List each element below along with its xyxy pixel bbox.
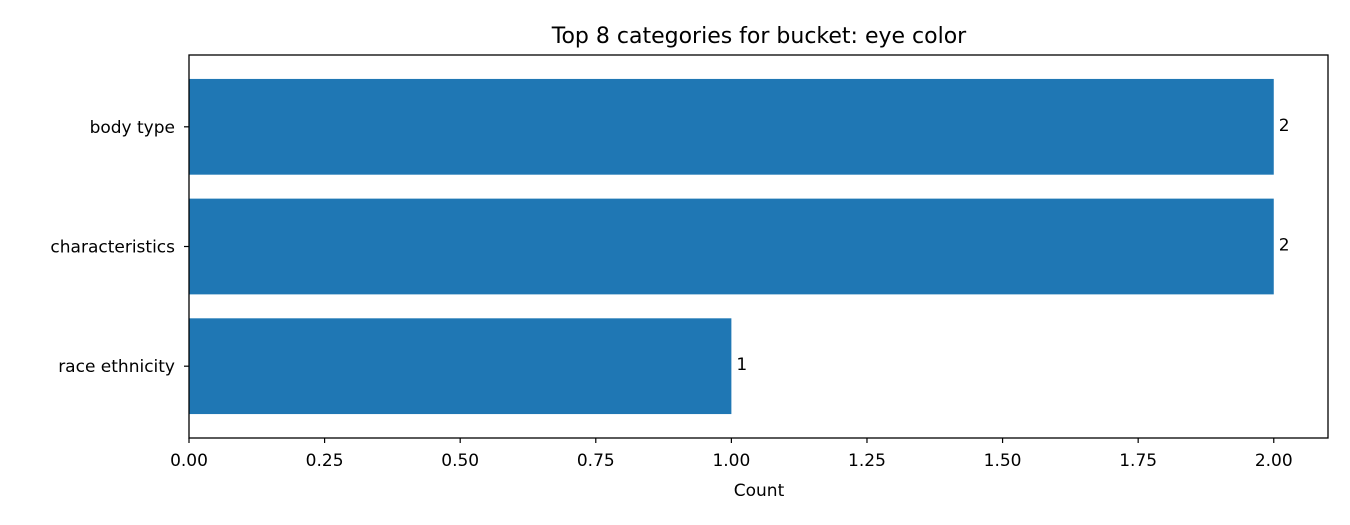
bar-body-type bbox=[189, 78, 1274, 175]
y-tick-label: race ethnicity bbox=[58, 357, 175, 377]
data-labels: 2 2 1 bbox=[736, 116, 1289, 375]
x-tick-label: 0.50 bbox=[441, 451, 479, 471]
bar-characteristics bbox=[189, 198, 1274, 295]
x-tick-label: 1.25 bbox=[848, 451, 886, 471]
data-label: 2 bbox=[1279, 236, 1290, 256]
x-tick-label: 1.00 bbox=[712, 451, 750, 471]
y-axis: body type characteristics race ethnicity bbox=[50, 118, 189, 377]
data-label: 2 bbox=[1279, 116, 1290, 136]
y-tick-label: characteristics bbox=[50, 238, 175, 258]
bar-race-ethnicity bbox=[189, 318, 732, 415]
data-label: 1 bbox=[736, 355, 747, 375]
x-axis-label: Count bbox=[734, 481, 785, 501]
chart-title: Top 8 categories for bucket: eye color bbox=[551, 24, 967, 49]
x-axis: 0.00 0.25 0.50 0.75 1.00 1.25 1.50 1.75 2.00 bbox=[170, 438, 1293, 471]
x-tick-label: 0.25 bbox=[306, 451, 344, 471]
x-tick-label: 2.00 bbox=[1255, 451, 1293, 471]
x-tick-label: 1.50 bbox=[984, 451, 1022, 471]
bars-layer bbox=[189, 78, 1274, 415]
x-tick-label: 1.75 bbox=[1119, 451, 1157, 471]
x-tick-label: 0.75 bbox=[577, 451, 615, 471]
y-tick-label: body type bbox=[90, 118, 175, 138]
x-tick-label: 0.00 bbox=[170, 451, 208, 471]
